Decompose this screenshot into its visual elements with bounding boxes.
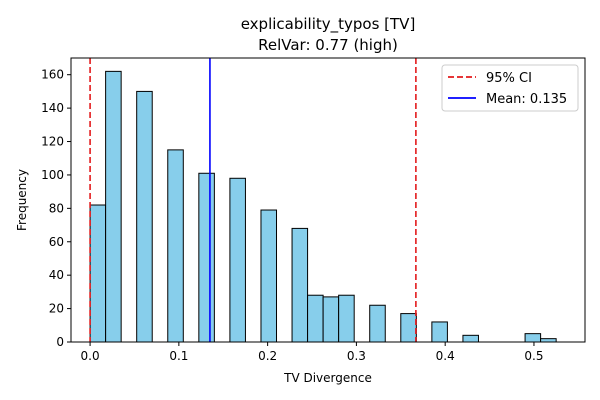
histogram-bar bbox=[400, 313, 417, 343]
histogram-bar bbox=[291, 227, 309, 343]
y-axis-ticks: 0 20 40 60 80 100 120 140 160 bbox=[41, 68, 71, 349]
y-tick-label: 60 bbox=[49, 235, 64, 249]
legend: 95% CI Mean: 0.135 bbox=[441, 64, 579, 112]
histogram-bar bbox=[431, 321, 448, 343]
y-tick-label: 160 bbox=[41, 68, 64, 82]
histogram-bars bbox=[89, 70, 557, 343]
x-axis-label: TV Divergence bbox=[283, 371, 372, 385]
histogram-bar bbox=[322, 296, 340, 343]
histogram-bar bbox=[229, 177, 246, 343]
histogram-bar bbox=[338, 294, 355, 343]
y-tick-label: 120 bbox=[41, 135, 64, 149]
histogram-bar bbox=[307, 294, 324, 343]
x-tick-label: 0.4 bbox=[436, 349, 455, 363]
y-tick-label: 80 bbox=[49, 201, 64, 215]
x-axis-ticks: 0.0 0.1 0.2 0.3 0.4 0.5 bbox=[81, 342, 544, 363]
histogram-bar bbox=[167, 149, 184, 343]
chart-title: explicability_typos [TV] bbox=[241, 15, 416, 34]
histogram-bar bbox=[524, 333, 542, 343]
histogram-bar bbox=[89, 204, 107, 343]
plot-frame bbox=[70, 57, 586, 343]
y-tick-label: 20 bbox=[49, 302, 64, 316]
x-tick-label: 0.3 bbox=[347, 349, 366, 363]
legend-label: Mean: 0.135 bbox=[486, 92, 567, 107]
y-tick-label: 0 bbox=[56, 335, 64, 349]
histogram-bar bbox=[540, 338, 557, 343]
x-tick-label: 0.1 bbox=[169, 349, 188, 363]
x-tick-label: 0.5 bbox=[524, 349, 543, 363]
legend-label: 95% CI bbox=[486, 71, 532, 86]
y-tick-label: 140 bbox=[41, 101, 64, 115]
chart-subtitle: RelVar: 0.77 (high) bbox=[258, 36, 398, 54]
histogram-bar bbox=[105, 70, 122, 343]
y-tick-label: 100 bbox=[41, 168, 64, 182]
y-axis-label: Frequency bbox=[15, 169, 29, 231]
histogram-bar bbox=[462, 334, 479, 343]
histogram-bar bbox=[136, 90, 153, 343]
x-tick-label: 0.2 bbox=[258, 349, 277, 363]
reference-lines bbox=[89, 58, 417, 342]
histogram-bar bbox=[369, 304, 386, 343]
y-tick-label: 40 bbox=[49, 268, 64, 282]
histogram-bar bbox=[260, 209, 278, 343]
x-tick-label: 0.0 bbox=[81, 349, 100, 363]
histogram-bar bbox=[198, 172, 215, 343]
